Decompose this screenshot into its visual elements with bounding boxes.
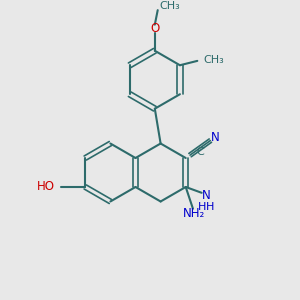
Text: N: N xyxy=(202,189,210,202)
Text: CH₃: CH₃ xyxy=(159,1,180,11)
Text: HO: HO xyxy=(37,181,55,194)
Text: H: H xyxy=(206,202,214,212)
Text: N: N xyxy=(211,131,220,144)
Text: H: H xyxy=(197,202,206,212)
Text: CH₃: CH₃ xyxy=(203,55,224,65)
Text: C: C xyxy=(196,147,204,157)
Text: NH₂: NH₂ xyxy=(183,207,206,220)
Text: O: O xyxy=(150,22,159,35)
